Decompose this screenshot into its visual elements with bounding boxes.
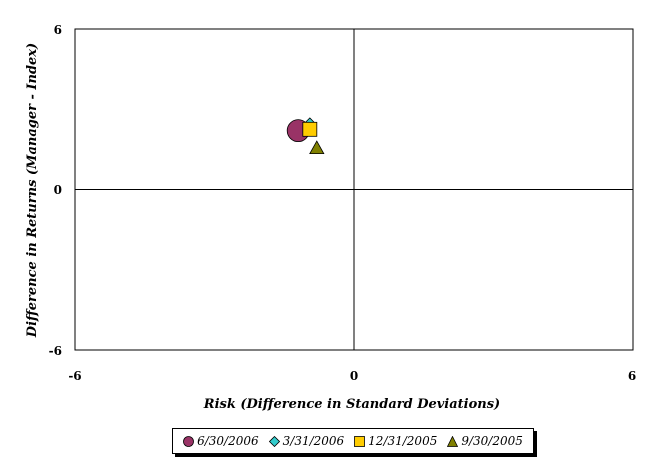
x-axis-title: Risk (Difference in Standard Deviations) [203,397,500,412]
y-axis-title: Difference in Returns (Manager - Index) [25,43,40,338]
data-points [286,117,325,155]
scatter-chart: 6 0 -6 -6 0 6 Risk (Difference in Standa… [25,23,636,412]
x-tick-label-left: -6 [68,369,81,383]
legend-label: 9/30/2005 [461,434,523,448]
data-point-square [302,121,318,137]
legend-label: 6/30/2006 [197,434,259,448]
triangle-marker-icon [447,435,459,447]
diamond-marker-icon [268,435,280,447]
legend-item-3-31-2006: 3/31/2006 [268,434,345,448]
y-tick-label-middle: 0 [54,183,62,197]
x-tick-label-middle: 0 [350,369,358,383]
data-point-triangle [309,140,325,155]
legend-item-12-31-2005: 12/31/2005 [354,434,437,448]
circle-marker-icon [183,435,195,447]
legend-item-6-30-2006: 6/30/2006 [183,434,259,448]
square-marker-icon [354,435,366,447]
legend-label: 12/31/2005 [368,434,438,448]
legend: 6/30/2006 3/31/2006 12/31/2005 9/30/2005 [172,428,534,454]
y-tick-label-top: 6 [54,23,62,37]
legend-label: 3/31/2006 [282,434,345,448]
y-tick-label-bottom: -6 [49,344,62,358]
legend-item-9-30-2005: 9/30/2005 [447,434,523,448]
x-tick-label-right: 6 [628,369,636,383]
